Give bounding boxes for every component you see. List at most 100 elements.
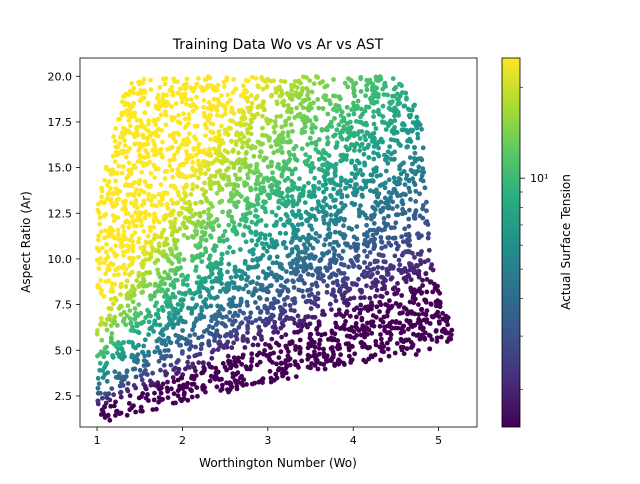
scatter-point: [274, 114, 280, 120]
scatter-point: [208, 129, 214, 135]
scatter-point: [321, 346, 326, 352]
scatter-point: [152, 390, 157, 396]
scatter-point: [168, 362, 174, 368]
scatter-point: [437, 321, 442, 326]
scatter-point: [365, 243, 370, 249]
scatter-point: [280, 139, 286, 145]
scatter-point: [249, 238, 255, 243]
scatter-point: [97, 360, 103, 366]
scatter-point: [152, 260, 158, 266]
scatter-point: [354, 314, 359, 320]
scatter-point: [245, 330, 250, 335]
scatter-point: [125, 211, 131, 217]
scatter-point: [391, 175, 397, 181]
scatter-point: [416, 164, 422, 170]
scatter-point: [331, 77, 336, 82]
scatter-point: [328, 217, 334, 223]
colorbar-major-tick-label: 10¹: [530, 172, 548, 185]
scatter-point: [336, 122, 342, 128]
scatter-point: [201, 98, 207, 103]
scatter-point: [196, 148, 202, 154]
scatter-point: [156, 307, 161, 313]
scatter-point: [245, 172, 250, 177]
scatter-point: [278, 361, 284, 366]
scatter-point: [284, 161, 289, 167]
scatter-point: [302, 124, 308, 130]
scatter-point: [406, 223, 412, 229]
scatter-point: [312, 340, 317, 345]
scatter-point: [395, 325, 401, 331]
scatter-point: [197, 316, 203, 321]
scatter-point: [173, 306, 179, 312]
scatter-point: [348, 296, 353, 302]
scatter-point: [274, 260, 279, 266]
scatter-point: [412, 255, 417, 260]
scatter-point: [395, 212, 401, 218]
scatter-point: [190, 182, 196, 188]
scatter-point: [285, 376, 291, 381]
scatter-point: [374, 304, 380, 310]
scatter-point: [326, 222, 332, 228]
scatter-point: [388, 156, 394, 162]
scatter-point: [304, 236, 309, 242]
scatter-point: [419, 169, 425, 175]
scatter-point: [175, 130, 180, 136]
scatter-point: [294, 157, 300, 163]
scatter-point: [320, 251, 325, 256]
scatter-point: [214, 113, 220, 118]
scatter-point: [388, 137, 394, 143]
scatter-point: [304, 298, 310, 304]
scatter-point: [389, 190, 394, 196]
scatter-point: [196, 76, 201, 81]
scatter-point: [327, 241, 333, 247]
scatter-point: [422, 185, 428, 191]
scatter-point: [298, 101, 304, 107]
scatter-point: [155, 267, 161, 273]
scatter-point: [99, 315, 104, 321]
scatter-point: [413, 199, 419, 204]
scatter-point: [301, 294, 306, 299]
scatter-point: [165, 275, 171, 281]
scatter-point: [246, 225, 252, 230]
scatter-point: [156, 395, 162, 400]
scatter-point: [299, 277, 305, 283]
scatter-point: [279, 275, 284, 281]
scatter-point: [158, 338, 164, 343]
scatter-point: [383, 168, 389, 174]
scatter-point: [138, 310, 144, 316]
scatter-point: [351, 111, 357, 117]
scatter-point: [371, 114, 376, 119]
scatter-point: [327, 98, 332, 103]
scatter-point: [96, 381, 102, 387]
scatter-point: [209, 364, 215, 370]
scatter-point: [336, 288, 342, 294]
scatter-point: [181, 197, 186, 203]
scatter-point: [118, 390, 123, 396]
scatter-point: [300, 86, 305, 91]
scatter-point: [306, 365, 312, 370]
scatter-point: [354, 236, 360, 242]
scatter-point: [331, 240, 337, 245]
scatter-point: [338, 270, 344, 276]
scatter-point: [249, 351, 255, 357]
scatter-point: [167, 158, 173, 163]
scatter-point: [234, 121, 240, 127]
scatter-point: [312, 344, 318, 350]
scatter-point: [133, 345, 138, 351]
scatter-point: [136, 79, 141, 85]
scatter-point: [216, 146, 222, 152]
scatter-point: [283, 279, 289, 284]
scatter-point: [156, 399, 162, 405]
scatter-point: [325, 135, 330, 141]
scatter-point: [250, 251, 256, 257]
scatter-point: [359, 172, 365, 178]
scatter-point: [418, 252, 423, 257]
scatter-point: [127, 245, 132, 251]
scatter-point: [253, 300, 258, 305]
scatter-point: [145, 141, 151, 147]
scatter-point: [146, 121, 151, 127]
scatter-point: [131, 180, 137, 185]
scatter-point: [184, 225, 189, 231]
scatter-point: [231, 165, 237, 171]
scatter-point: [300, 127, 305, 133]
